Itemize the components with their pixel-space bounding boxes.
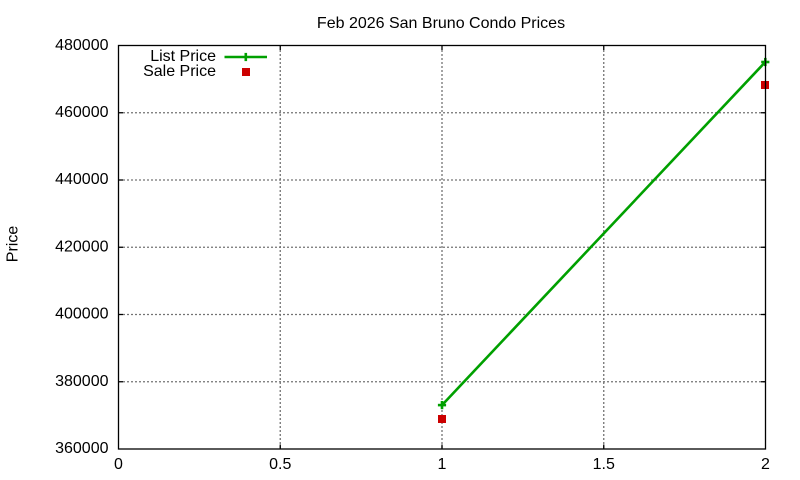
svg-text:List Price: List Price [150,48,216,65]
svg-text:460000: 460000 [55,104,108,121]
svg-text:1.5: 1.5 [593,456,615,473]
svg-text:380000: 380000 [55,373,108,390]
svg-text:420000: 420000 [55,238,108,255]
svg-text:400000: 400000 [55,306,108,323]
svg-text:1: 1 [438,456,447,473]
svg-text:360000: 360000 [55,440,108,457]
svg-text:0.5: 0.5 [269,456,291,473]
svg-text:Sale Price: Sale Price [143,63,216,80]
svg-text:2: 2 [761,456,770,473]
svg-text:0: 0 [114,456,123,473]
svg-text:480000: 480000 [55,37,108,54]
svg-text:Price: Price [4,226,21,263]
svg-text:Feb 2026 San Bruno Condo Price: Feb 2026 San Bruno Condo Prices [317,15,565,32]
svg-text:440000: 440000 [55,171,108,188]
